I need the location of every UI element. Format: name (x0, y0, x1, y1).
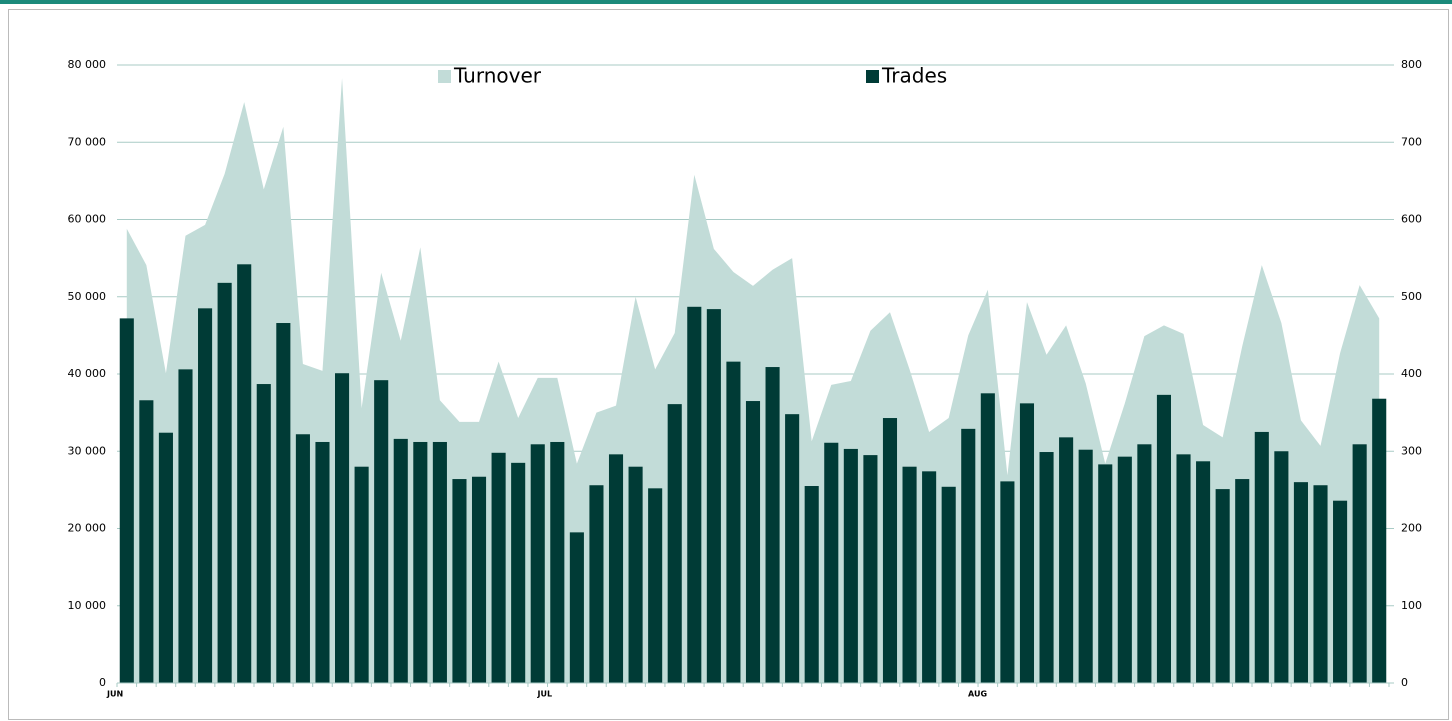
y-tick-label: 40 000 (68, 367, 107, 380)
legend-swatch (438, 70, 451, 83)
legend-swatch (866, 70, 879, 83)
bar (804, 486, 819, 683)
bar (1078, 449, 1093, 683)
x-tick-label: JUL (537, 690, 553, 699)
bar (902, 466, 917, 683)
y2-tick-label: 700 (1401, 135, 1422, 148)
bar (980, 393, 995, 683)
bar (648, 488, 663, 683)
bar (158, 432, 173, 683)
bar (119, 318, 134, 683)
y2-tick-label: 300 (1401, 444, 1422, 457)
bar (667, 404, 682, 683)
y2-tick-label: 500 (1401, 290, 1422, 303)
y2-tick-label: 600 (1401, 213, 1422, 226)
bar (589, 485, 604, 683)
bar (863, 455, 878, 683)
bar (961, 428, 976, 683)
bar (335, 373, 350, 683)
y-tick-label: 80 000 (68, 58, 107, 71)
y-tick-label: 20 000 (68, 522, 107, 535)
bar (1274, 451, 1289, 683)
bar (824, 442, 839, 683)
bar (393, 438, 408, 683)
bar (432, 441, 447, 683)
bar (1098, 464, 1113, 683)
bar (765, 367, 780, 683)
frame (8, 9, 1449, 720)
bar (1372, 398, 1387, 683)
y2-tick-label: 400 (1401, 367, 1422, 380)
y-tick-label: 50 000 (68, 290, 107, 303)
bar (354, 466, 369, 683)
x-tick-label: JUN (106, 690, 123, 699)
bar (882, 418, 898, 683)
y2-tick-label: 200 (1401, 522, 1422, 535)
legend-label: Turnover (453, 64, 542, 88)
bar (217, 282, 232, 683)
bar (1235, 479, 1250, 683)
y2-tick-label: 800 (1401, 58, 1422, 71)
bar (1137, 444, 1152, 683)
y-tick-label: 10 000 (68, 599, 107, 612)
bar (1333, 500, 1348, 683)
bar (471, 476, 487, 683)
bar (1293, 482, 1308, 683)
bar (608, 454, 624, 683)
x-tick-label: AUG (968, 690, 987, 699)
bar (1000, 481, 1015, 683)
bar (745, 401, 761, 683)
bar (491, 452, 506, 683)
bar (1156, 394, 1171, 683)
bar (922, 471, 937, 683)
bar (1196, 461, 1211, 683)
bar (1352, 444, 1367, 683)
bar (1215, 489, 1230, 683)
y2-tick-label: 100 (1401, 599, 1422, 612)
bar (139, 400, 154, 683)
bar (256, 384, 271, 683)
bar (706, 309, 721, 683)
bar (569, 532, 584, 683)
bar (1254, 431, 1269, 683)
bar (687, 306, 702, 683)
y2-tick-label: 0 (1401, 676, 1408, 689)
y-tick-label: 30 000 (68, 444, 107, 457)
y-tick-label: 70 000 (68, 135, 107, 148)
y-tick-label: 60 000 (68, 213, 107, 226)
bar (843, 448, 858, 683)
bar (511, 462, 526, 683)
bar (178, 369, 193, 683)
bar (550, 441, 565, 683)
bar (628, 466, 643, 683)
bar (198, 308, 213, 683)
bar (295, 434, 310, 683)
bar (1019, 403, 1035, 683)
legend-label: Trades (881, 64, 947, 88)
bar (1117, 456, 1132, 683)
top-bar (0, 0, 1452, 4)
bar (530, 444, 545, 683)
bar (941, 486, 956, 683)
bar (785, 414, 800, 683)
bar (726, 361, 741, 683)
bar (276, 323, 291, 683)
bar (413, 441, 428, 683)
bar (452, 479, 467, 683)
y-tick-label: 0 (99, 676, 106, 689)
bar (237, 264, 252, 683)
bar (315, 441, 330, 683)
bar (1176, 454, 1191, 683)
bar (374, 380, 389, 683)
bar (1039, 452, 1054, 683)
bar (1313, 485, 1328, 683)
bar (1059, 437, 1074, 683)
